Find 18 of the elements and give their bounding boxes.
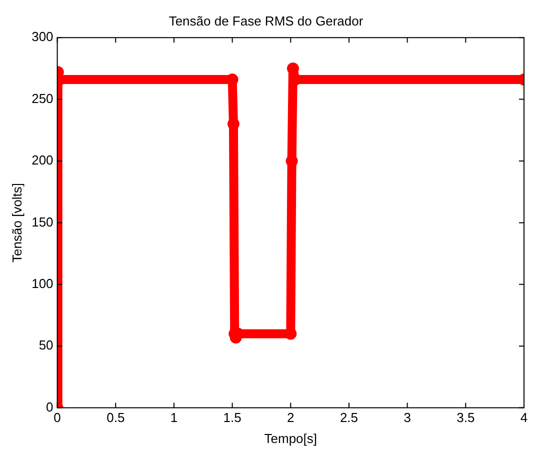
x-tick-label: 3 xyxy=(404,410,411,426)
x-tick-label: 2 xyxy=(287,410,294,426)
y-tick-label: 300 xyxy=(32,29,54,44)
y-tick-label: 50 xyxy=(38,338,54,353)
y-tick-label: 150 xyxy=(32,214,54,230)
x-tick-label: 1 xyxy=(170,410,178,426)
y-axis-title: Tensão [volts] xyxy=(9,182,24,262)
x-tick-label: 1.5 xyxy=(223,410,242,426)
x-tick-label: 4 xyxy=(520,410,528,426)
x-tick-label: 2.5 xyxy=(340,410,358,426)
y-tick-label: 0 xyxy=(46,399,54,414)
chart-title: Tensão de Fase RMS do Gerador xyxy=(168,13,364,28)
x-tick-label: 0.5 xyxy=(106,410,125,426)
x-tick-label: 3.5 xyxy=(456,410,475,426)
y-tick-label: 250 xyxy=(32,90,54,106)
x-axis-title: Tempo[s] xyxy=(264,430,318,446)
y-tick-label: 200 xyxy=(32,152,54,168)
y-tick-label: 100 xyxy=(32,276,54,291)
